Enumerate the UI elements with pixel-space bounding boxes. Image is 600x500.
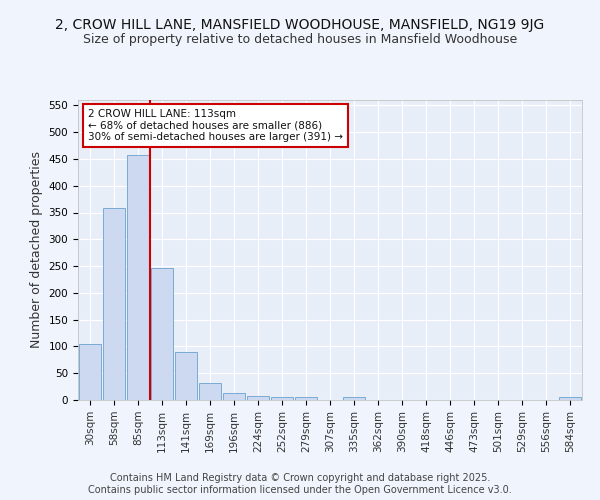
Text: 2 CROW HILL LANE: 113sqm
← 68% of detached houses are smaller (886)
30% of semi-: 2 CROW HILL LANE: 113sqm ← 68% of detach…: [88, 109, 343, 142]
Bar: [295, 398, 317, 400]
Y-axis label: Number of detached properties: Number of detached properties: [30, 152, 43, 348]
Text: 2, CROW HILL LANE, MANSFIELD WOODHOUSE, MANSFIELD, NG19 9JG: 2, CROW HILL LANE, MANSFIELD WOODHOUSE, …: [55, 18, 545, 32]
Bar: [559, 398, 581, 400]
Bar: [79, 344, 101, 400]
Bar: [199, 383, 221, 400]
Text: Size of property relative to detached houses in Mansfield Woodhouse: Size of property relative to detached ho…: [83, 32, 517, 46]
Bar: [223, 393, 245, 400]
Bar: [175, 352, 197, 400]
Bar: [127, 155, 149, 400]
Text: Contains HM Land Registry data © Crown copyright and database right 2025.
Contai: Contains HM Land Registry data © Crown c…: [88, 474, 512, 495]
Bar: [247, 396, 269, 400]
Bar: [271, 398, 293, 400]
Bar: [343, 398, 365, 400]
Bar: [103, 208, 125, 400]
Bar: [151, 268, 173, 400]
